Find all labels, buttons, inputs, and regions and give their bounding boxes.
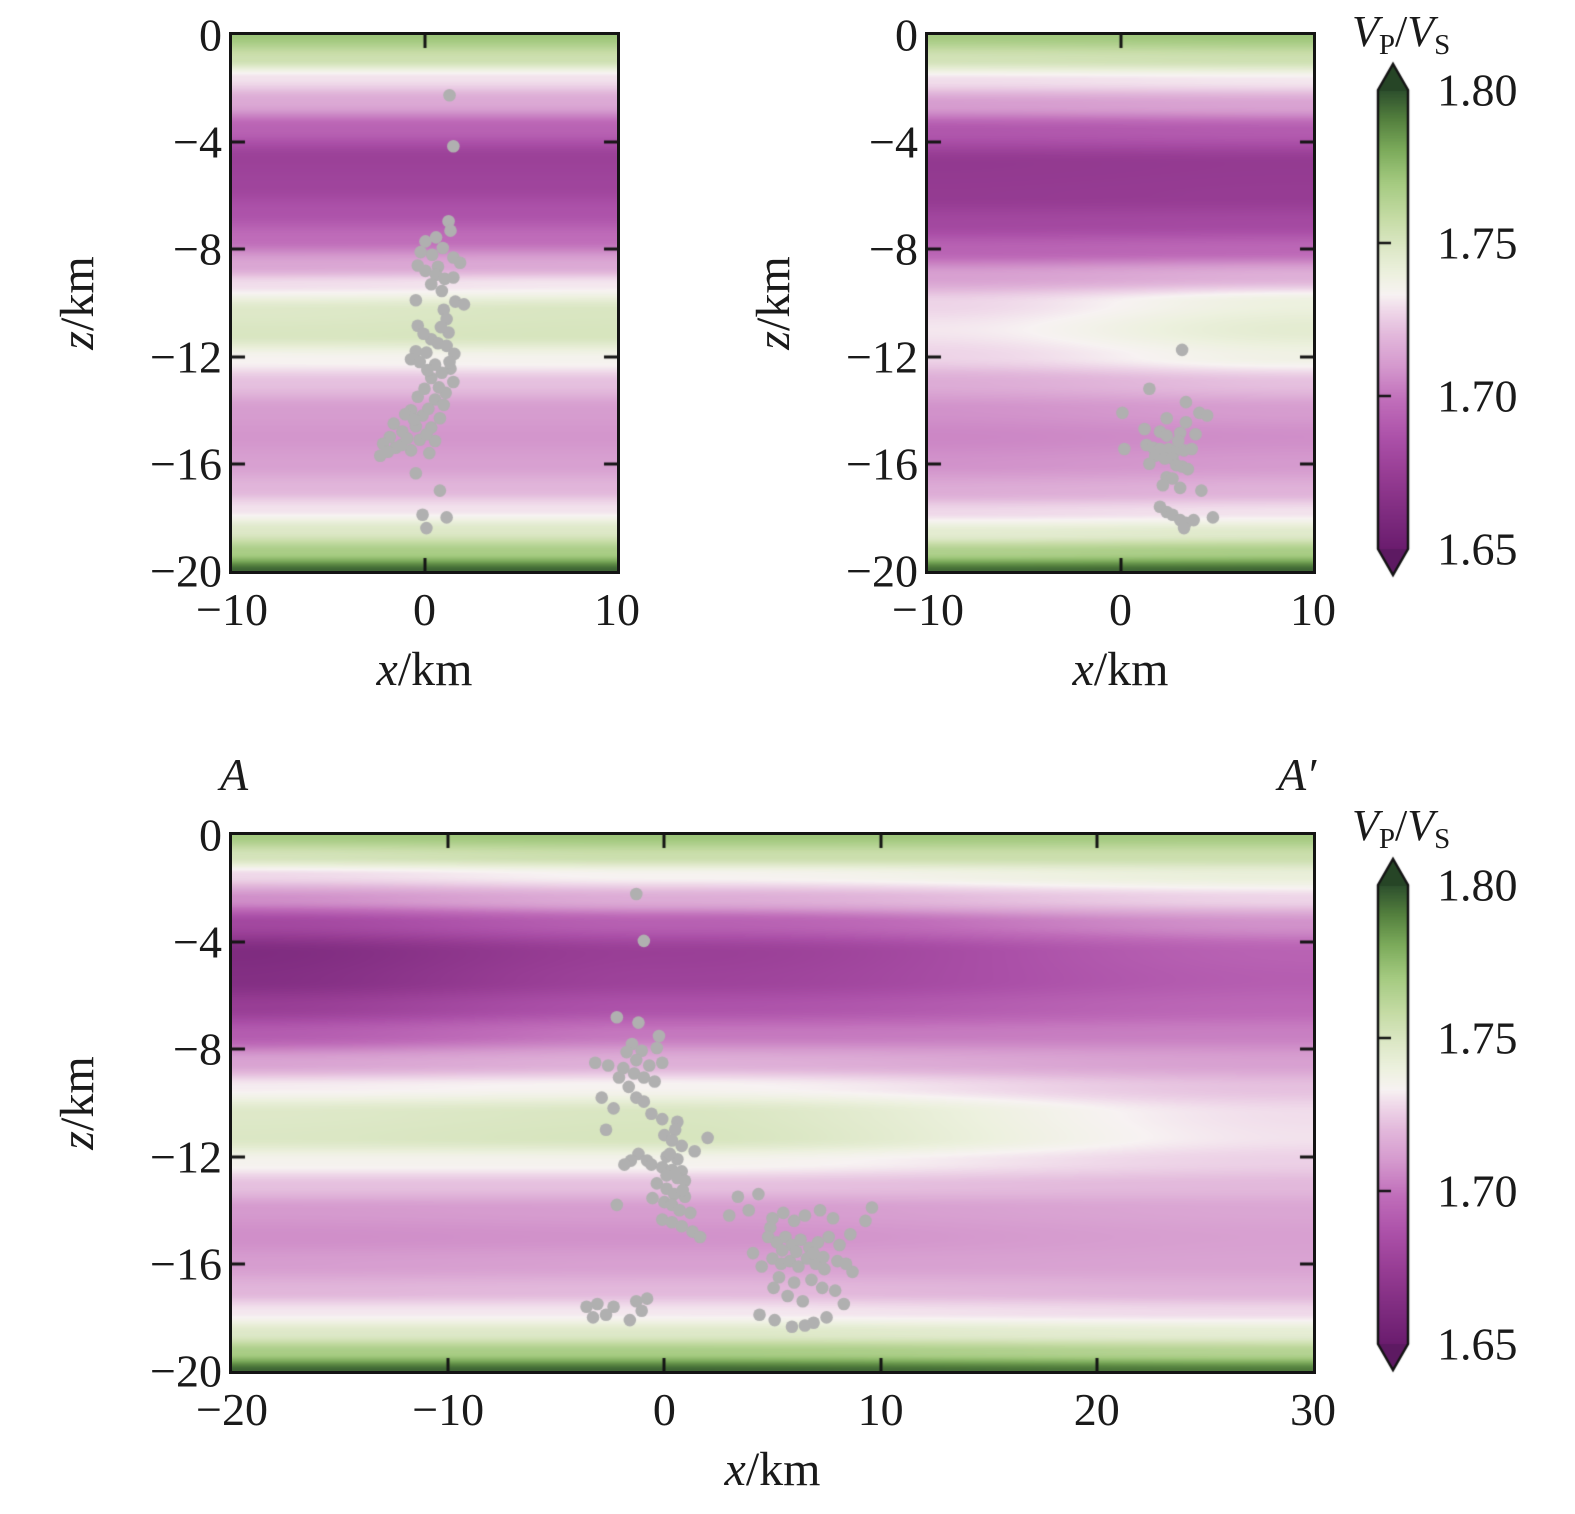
panel-1-z-tick-labels: 0 −4 −8 −12 −16 −20	[90, 10, 222, 597]
panel-1-heatmap-canvas	[232, 35, 617, 571]
x-axis-label-var: x	[1072, 643, 1094, 696]
section-label-A-prime: A′	[1278, 749, 1317, 800]
x-tick-label: 30	[1290, 1384, 1336, 1435]
colorbar-tick-label: 1.65	[1437, 523, 1518, 575]
z-tick-label: −4	[173, 916, 222, 968]
x-tick-label: −20	[196, 1384, 268, 1435]
panel-1-cross-section	[229, 32, 620, 574]
z-tick-label: −8	[173, 223, 222, 275]
panel-2-x-tick-labels: −10 0 10	[892, 582, 1336, 638]
z-axis-label-var: z	[51, 331, 104, 350]
z-tick-label: −12	[150, 1131, 222, 1183]
panel-2-heatmap-canvas	[928, 35, 1313, 571]
x-tick-label: −10	[412, 1384, 485, 1435]
z-tick-label: −4	[869, 116, 918, 168]
colorbar-2-gradient	[1374, 855, 1414, 1375]
x-axis-label-var: x	[724, 1443, 746, 1496]
panel-3-heatmap-canvas	[232, 835, 1313, 1371]
panel-2-x-axis-label: x/km	[928, 642, 1313, 697]
panel-3-z-axis-label: z/km	[51, 835, 104, 1371]
z-tick-label: −8	[173, 1023, 222, 1075]
colorbar-tick-label: 1.75	[1437, 217, 1518, 269]
panel-3-x-axis-label: x/km	[232, 1442, 1313, 1497]
x-axis-label-unit: /km	[397, 643, 473, 696]
section-label-A: A	[220, 749, 249, 800]
x-tick-label: 0	[652, 1384, 676, 1435]
cbar-title-V1: V	[1352, 7, 1379, 56]
z-tick-label: −12	[150, 331, 222, 383]
colorbar-1-gradient	[1374, 60, 1414, 580]
colorbar-tick-label: 1.75	[1437, 1012, 1518, 1064]
z-tick-label: −20	[846, 545, 918, 597]
x-axis-label-var: x	[376, 643, 398, 696]
z-tick-label: 0	[199, 9, 222, 61]
x-axis-label-unit: /km	[745, 1443, 821, 1496]
panel-1-x-tick-labels: −10 0 10	[196, 582, 640, 638]
z-axis-label-unit: /km	[51, 256, 104, 331]
colorbar-tick-label: 1.65	[1437, 1318, 1518, 1370]
panel-1-x-axis-label: x/km	[232, 642, 617, 697]
colorbar-tick-label: 1.80	[1437, 859, 1518, 911]
cbar-title-subP: P	[1378, 823, 1396, 855]
z-tick-label: −20	[150, 1345, 222, 1397]
z-tick-label: −16	[150, 438, 222, 490]
x-tick-label: 10	[857, 1384, 904, 1435]
colorbar-tick-label: 1.70	[1437, 370, 1518, 422]
colorbar-2-tick-labels: 1.80 1.75 1.70 1.65	[1437, 855, 1567, 1375]
z-axis-label-unit: /km	[51, 1056, 104, 1131]
z-tick-label: 0	[895, 9, 918, 61]
x-tick-label: −10	[196, 584, 268, 635]
colorbar-1-tick-labels: 1.80 1.75 1.70 1.65	[1437, 60, 1567, 580]
x-tick-label: 20	[1073, 1384, 1120, 1435]
cbar-title-slash: /	[1395, 7, 1408, 56]
cbar-title-subP: P	[1378, 29, 1396, 61]
cbar-title-V1: V	[1352, 801, 1379, 850]
x-axis-label-unit: /km	[1093, 643, 1169, 696]
cbar-title-subS: S	[1434, 823, 1451, 855]
z-tick-label: −20	[150, 545, 222, 597]
colorbar-tick-label: 1.70	[1437, 1165, 1518, 1217]
z-axis-label-var: z	[747, 331, 800, 350]
colorbar-tick-label: 1.80	[1437, 64, 1518, 116]
z-tick-label: −4	[173, 116, 222, 168]
panel-2-z-tick-labels: 0 −4 −8 −12 −16 −20	[786, 10, 918, 597]
panel-2-cross-section	[925, 32, 1316, 574]
z-axis-label-unit: /km	[747, 256, 800, 331]
panel-1-z-axis-label: z/km	[51, 35, 104, 571]
z-tick-label: −8	[869, 223, 918, 275]
panel-2-z-axis-label: z/km	[747, 35, 800, 571]
x-tick-label: 10	[1290, 584, 1336, 635]
x-tick-label: −10	[892, 584, 964, 635]
z-tick-label: −12	[846, 331, 918, 383]
x-tick-label: 0	[1109, 584, 1132, 635]
colorbar-1-title: VP/VS	[1352, 6, 1450, 62]
cbar-title-V2: V	[1407, 801, 1435, 850]
x-tick-label: 0	[413, 584, 436, 635]
z-tick-label: −16	[846, 438, 918, 490]
cbar-title-V2: V	[1407, 7, 1435, 56]
z-tick-label: −16	[150, 1238, 222, 1290]
panel-3-x-tick-labels: −20 −10 0 10 20 30	[196, 1382, 1336, 1438]
cbar-title-subS: S	[1434, 29, 1451, 61]
z-tick-label: 0	[199, 809, 222, 861]
z-axis-label-var: z	[51, 1131, 104, 1150]
colorbar-2-title: VP/VS	[1352, 800, 1450, 856]
panel-3-z-tick-labels: 0 −4 −8 −12 −16 −20	[90, 810, 222, 1397]
cbar-title-slash: /	[1395, 801, 1408, 850]
panel-3-cross-section-AA	[229, 832, 1316, 1374]
x-tick-label: 10	[594, 584, 640, 635]
